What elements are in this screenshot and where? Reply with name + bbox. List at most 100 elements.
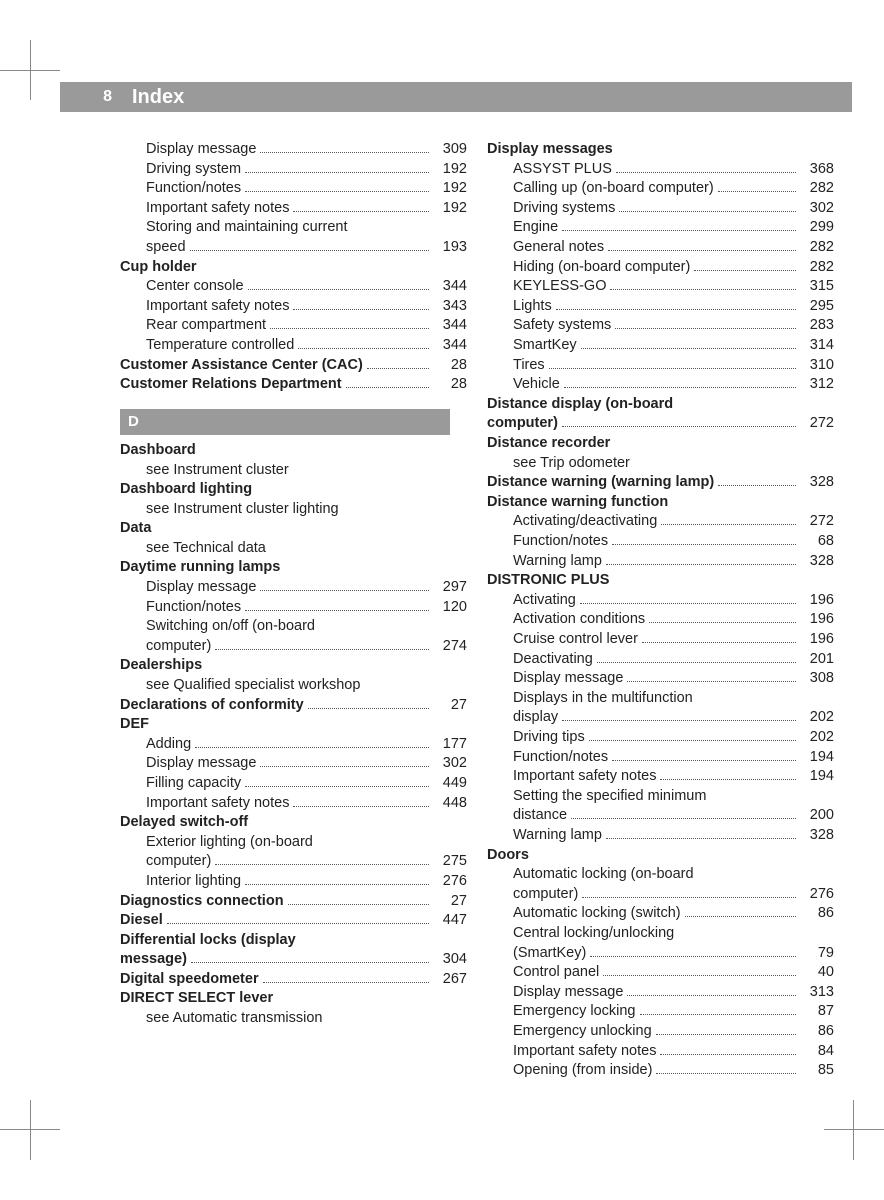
index-sub-entry: Emergency unlocking86 [487,1022,834,1042]
index-sub-entry-cont: computer)275 [120,852,467,872]
index-sub-entry: SmartKey314 [487,336,834,356]
index-heading: Data [120,519,467,539]
section-letter-bar: D [120,409,450,435]
index-heading: Distance warning function [487,493,834,513]
index-heading: Distance recorder [487,434,834,454]
index-sub-entry: Tires310 [487,356,834,376]
index-sub-entry: ASSYST PLUS368 [487,160,834,180]
index-heading: Doors [487,846,834,866]
index-sub-entry: Emergency locking87 [487,1002,834,1022]
index-sub-entry: Setting the specified minimum [487,787,834,807]
index-sub-entry: Important safety notes343 [120,297,467,317]
index-sub-entry: Display message297 [120,578,467,598]
index-sub-entry: Cruise control lever196 [487,630,834,650]
index-sub-entry: Automatic locking (on-board [487,865,834,885]
crop-mark-bl [0,1100,60,1160]
index-heading: Cup holder [120,258,467,278]
index-heading: Dealerships [120,656,467,676]
index-sub-entry: KEYLESS-GO315 [487,277,834,297]
index-sub-entry: Displays in the multifunction [487,689,834,709]
index-sub-entry: Opening (from inside)85 [487,1061,834,1081]
index-sub-entry: Driving tips202 [487,728,834,748]
index-heading: DEF [120,715,467,735]
index-heading: DIRECT SELECT lever [120,989,467,1009]
index-bold-entry: Customer Assistance Center (CAC)28 [120,356,467,376]
index-heading: Display messages [487,140,834,160]
index-sub-entry: Warning lamp328 [487,552,834,572]
index-sub-entry: Driving systems302 [487,199,834,219]
index-sub-entry: Function/notes194 [487,748,834,768]
index-sub-entry: Hiding (on-board computer)282 [487,258,834,278]
index-heading: Delayed switch-off [120,813,467,833]
index-sub-entry: Filling capacity449 [120,774,467,794]
right-column: Display messages ASSYST PLUS368 Calling … [487,140,834,1120]
index-sub-entry-cont: distance200 [487,806,834,826]
index-sub-entry: Display message308 [487,669,834,689]
page-header: 8 Index [60,82,852,112]
index-sub-entry-cont: computer)274 [120,637,467,657]
index-sub-entry: Center console344 [120,277,467,297]
index-sub-entry: Vehicle312 [487,375,834,395]
index-bold-entry: Customer Relations Department28 [120,375,467,395]
index-sub-entry: Important safety notes448 [120,794,467,814]
index-heading: Dashboard [120,441,467,461]
index-sub-entry: Safety systems283 [487,316,834,336]
index-heading: Dashboard lighting [120,480,467,500]
see-reference: see Automatic transmission [120,1009,467,1029]
index-sub-entry: Driving system192 [120,160,467,180]
index-bold-entry-cont: computer)272 [487,414,834,434]
index-sub-entry: Function/notes120 [120,598,467,618]
index-sub-entry: Activation conditions196 [487,610,834,630]
index-heading: Daytime running lamps [120,558,467,578]
index-sub-entry: Deactivating201 [487,650,834,670]
crop-mark-tl [0,40,60,100]
index-bold-entry: Distance warning (warning lamp)328 [487,473,834,493]
index-sub-entry: Important safety notes192 [120,199,467,219]
index-sub-entry-cont: speed193 [120,238,467,258]
index-sub-entry-cont: computer)276 [487,885,834,905]
index-content: Display message309 Driving system192 Fun… [120,140,834,1120]
index-sub-entry: Display message309 [120,140,467,160]
index-sub-entry: Display message302 [120,754,467,774]
index-bold-entry: Declarations of conformity27 [120,696,467,716]
index-sub-entry: Lights295 [487,297,834,317]
index-sub-entry: Important safety notes194 [487,767,834,787]
index-sub-entry: Interior lighting276 [120,872,467,892]
index-sub-entry: Automatic locking (switch)86 [487,904,834,924]
index-bold-entry-cont: message)304 [120,950,467,970]
index-sub-entry: Temperature controlled344 [120,336,467,356]
index-sub-entry: Rear compartment344 [120,316,467,336]
see-reference: see Qualified specialist workshop [120,676,467,696]
page-number: 8 [60,82,120,112]
index-sub-entry: Function/notes192 [120,179,467,199]
index-heading: DISTRONIC PLUS [487,571,834,591]
index-sub-entry: Activating/deactivating272 [487,512,834,532]
index-bold-entry: Diagnostics connection27 [120,891,467,911]
index-sub-entry: Display message313 [487,983,834,1003]
index-sub-entry: Central locking/unlocking [487,924,834,944]
index-sub-entry: Important safety notes84 [487,1042,834,1062]
index-sub-entry: Activating196 [487,591,834,611]
index-bold-entry: Diesel447 [120,911,467,931]
page-title: Index [120,86,184,109]
see-reference: see Instrument cluster lighting [120,500,467,520]
left-column: Display message309 Driving system192 Fun… [120,140,467,1120]
see-reference: see Trip odometer [487,454,834,474]
index-sub-entry: Calling up (on-board computer)282 [487,179,834,199]
index-sub-entry: Storing and maintaining current [120,218,467,238]
index-sub-entry: Exterior lighting (on-board [120,833,467,853]
index-sub-entry-cont: (SmartKey)79 [487,943,834,963]
index-sub-entry-cont: display202 [487,708,834,728]
index-bold-entry: Distance display (on-board [487,395,834,415]
index-bold-entry: Digital speedometer267 [120,970,467,990]
index-sub-entry: Adding177 [120,735,467,755]
see-reference: see Instrument cluster [120,461,467,481]
index-sub-entry: General notes282 [487,238,834,258]
see-reference: see Technical data [120,539,467,559]
index-sub-entry: Function/notes68 [487,532,834,552]
index-sub-entry: Engine299 [487,218,834,238]
index-bold-entry: Differential locks (display [120,931,467,951]
index-sub-entry: Control panel40 [487,963,834,983]
index-sub-entry: Switching on/off (on-board [120,617,467,637]
index-sub-entry: Warning lamp328 [487,826,834,846]
